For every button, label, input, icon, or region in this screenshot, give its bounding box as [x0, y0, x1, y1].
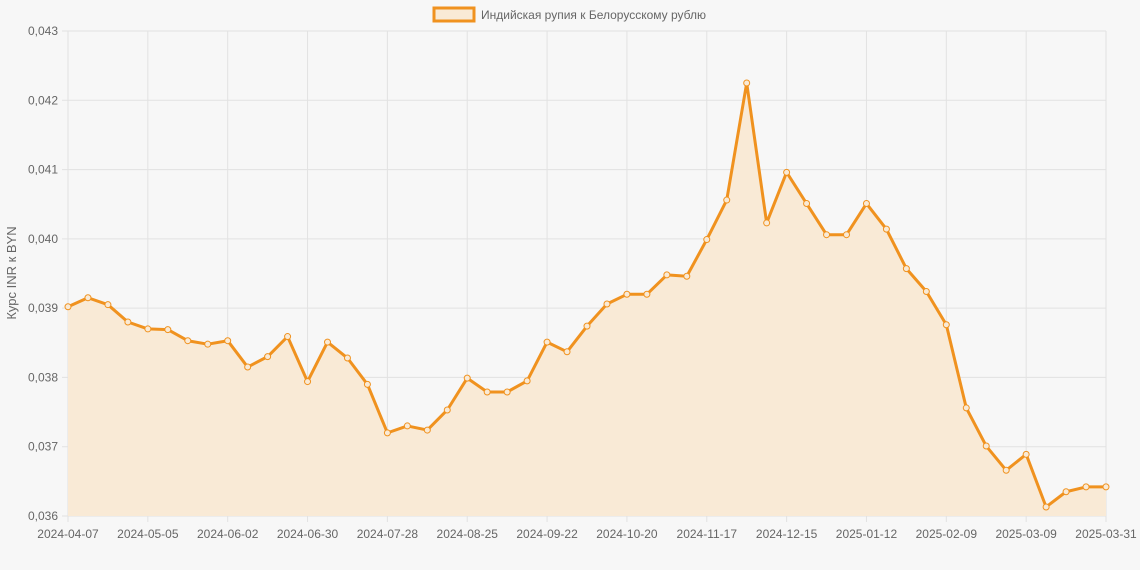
- y-tick-label: 0,042: [28, 93, 58, 107]
- data-point[interactable]: [224, 337, 232, 345]
- data-point[interactable]: [1062, 488, 1070, 496]
- x-tick-label: 2025-03-09: [995, 527, 1057, 541]
- data-point[interactable]: [922, 288, 930, 296]
- data-point[interactable]: [144, 325, 152, 333]
- x-tick-label: 2024-10-20: [596, 527, 658, 541]
- data-point[interactable]: [743, 79, 751, 87]
- data-point[interactable]: [1042, 503, 1050, 511]
- x-tick-label: 2024-07-28: [357, 527, 419, 541]
- data-point[interactable]: [64, 303, 72, 311]
- data-point[interactable]: [982, 442, 990, 450]
- data-point[interactable]: [463, 374, 471, 382]
- data-point[interactable]: [603, 300, 611, 308]
- x-tick-label: 2024-06-30: [277, 527, 339, 541]
- y-tick-label: 0,039: [28, 301, 58, 315]
- y-axis-title: Курс INR к BYN: [4, 226, 19, 319]
- x-tick-label: 2024-11-17: [677, 527, 738, 541]
- data-point[interactable]: [783, 168, 791, 176]
- point-layer: [64, 79, 1110, 511]
- data-point[interactable]: [1002, 466, 1010, 474]
- x-tick-labels: 2024-04-07 2024-05-05 2024-06-02 2024-06-30…: [37, 527, 1137, 541]
- data-point[interactable]: [763, 219, 771, 227]
- legend-label: Индийская рупия к Белорусскому рублю: [481, 8, 706, 22]
- data-point[interactable]: [663, 271, 671, 279]
- series-area: [68, 82, 1106, 517]
- data-point[interactable]: [383, 429, 391, 437]
- data-point[interactable]: [443, 406, 451, 414]
- x-tick-label: 2024-04-07: [37, 527, 99, 541]
- data-point[interactable]: [284, 333, 292, 341]
- data-point[interactable]: [204, 340, 212, 348]
- data-point[interactable]: [962, 404, 970, 412]
- data-point[interactable]: [104, 301, 112, 309]
- data-point[interactable]: [942, 321, 950, 329]
- data-point[interactable]: [643, 290, 651, 298]
- data-point[interactable]: [1022, 450, 1030, 458]
- data-point[interactable]: [703, 236, 711, 244]
- y-tick-label: 0,040: [28, 232, 58, 246]
- data-point[interactable]: [862, 200, 870, 208]
- data-point[interactable]: [124, 318, 132, 326]
- x-tick-label: 2025-03-31: [1075, 527, 1137, 541]
- data-point[interactable]: [343, 354, 351, 362]
- data-point[interactable]: [1102, 483, 1110, 491]
- x-tick-label: 2025-02-09: [916, 527, 978, 541]
- x-tick-label: 2025-01-12: [836, 527, 898, 541]
- y-tick-labels: 0,036 0,037 0,038 0,039 0,040 0,041 0,042 0,043: [28, 24, 58, 523]
- x-tick-label: 2024-12-15: [756, 527, 818, 541]
- data-point[interactable]: [483, 388, 491, 396]
- data-point[interactable]: [623, 290, 631, 298]
- x-tick-label: 2024-09-22: [516, 527, 578, 541]
- data-point[interactable]: [324, 338, 331, 346]
- y-tick-label: 0,036: [28, 509, 58, 523]
- data-point[interactable]: [723, 196, 731, 204]
- data-point[interactable]: [304, 378, 312, 386]
- x-tick-label: 2024-08-25: [437, 527, 499, 541]
- data-point[interactable]: [902, 265, 910, 273]
- data-point[interactable]: [363, 380, 371, 388]
- legend-swatch: [432, 6, 476, 23]
- y-tick-label: 0,043: [28, 24, 58, 38]
- y-tick-label: 0,038: [28, 370, 58, 384]
- data-point[interactable]: [423, 426, 431, 434]
- y-tick-label: 0,037: [28, 440, 58, 454]
- data-point[interactable]: [84, 294, 92, 302]
- data-point[interactable]: [543, 338, 551, 346]
- data-point[interactable]: [184, 337, 192, 345]
- x-tick-label: 2024-06-02: [197, 527, 259, 541]
- data-point[interactable]: [882, 225, 890, 233]
- data-point[interactable]: [803, 200, 811, 208]
- legend[interactable]: Индийская рупия к Белорусскому рублю: [432, 6, 706, 23]
- area-layer: [68, 82, 1106, 517]
- data-point[interactable]: [403, 422, 411, 430]
- data-point[interactable]: [1082, 483, 1090, 491]
- y-tick-label: 0,041: [28, 163, 58, 177]
- data-point[interactable]: [164, 326, 172, 334]
- data-point[interactable]: [264, 353, 272, 361]
- data-point[interactable]: [523, 377, 531, 385]
- data-point[interactable]: [843, 231, 850, 239]
- data-point[interactable]: [823, 231, 831, 239]
- data-point[interactable]: [683, 272, 691, 280]
- x-tick-label: 2024-05-05: [117, 527, 179, 541]
- data-point[interactable]: [583, 322, 591, 330]
- data-point[interactable]: [503, 388, 511, 396]
- data-point[interactable]: [563, 348, 571, 356]
- data-point[interactable]: [244, 363, 252, 371]
